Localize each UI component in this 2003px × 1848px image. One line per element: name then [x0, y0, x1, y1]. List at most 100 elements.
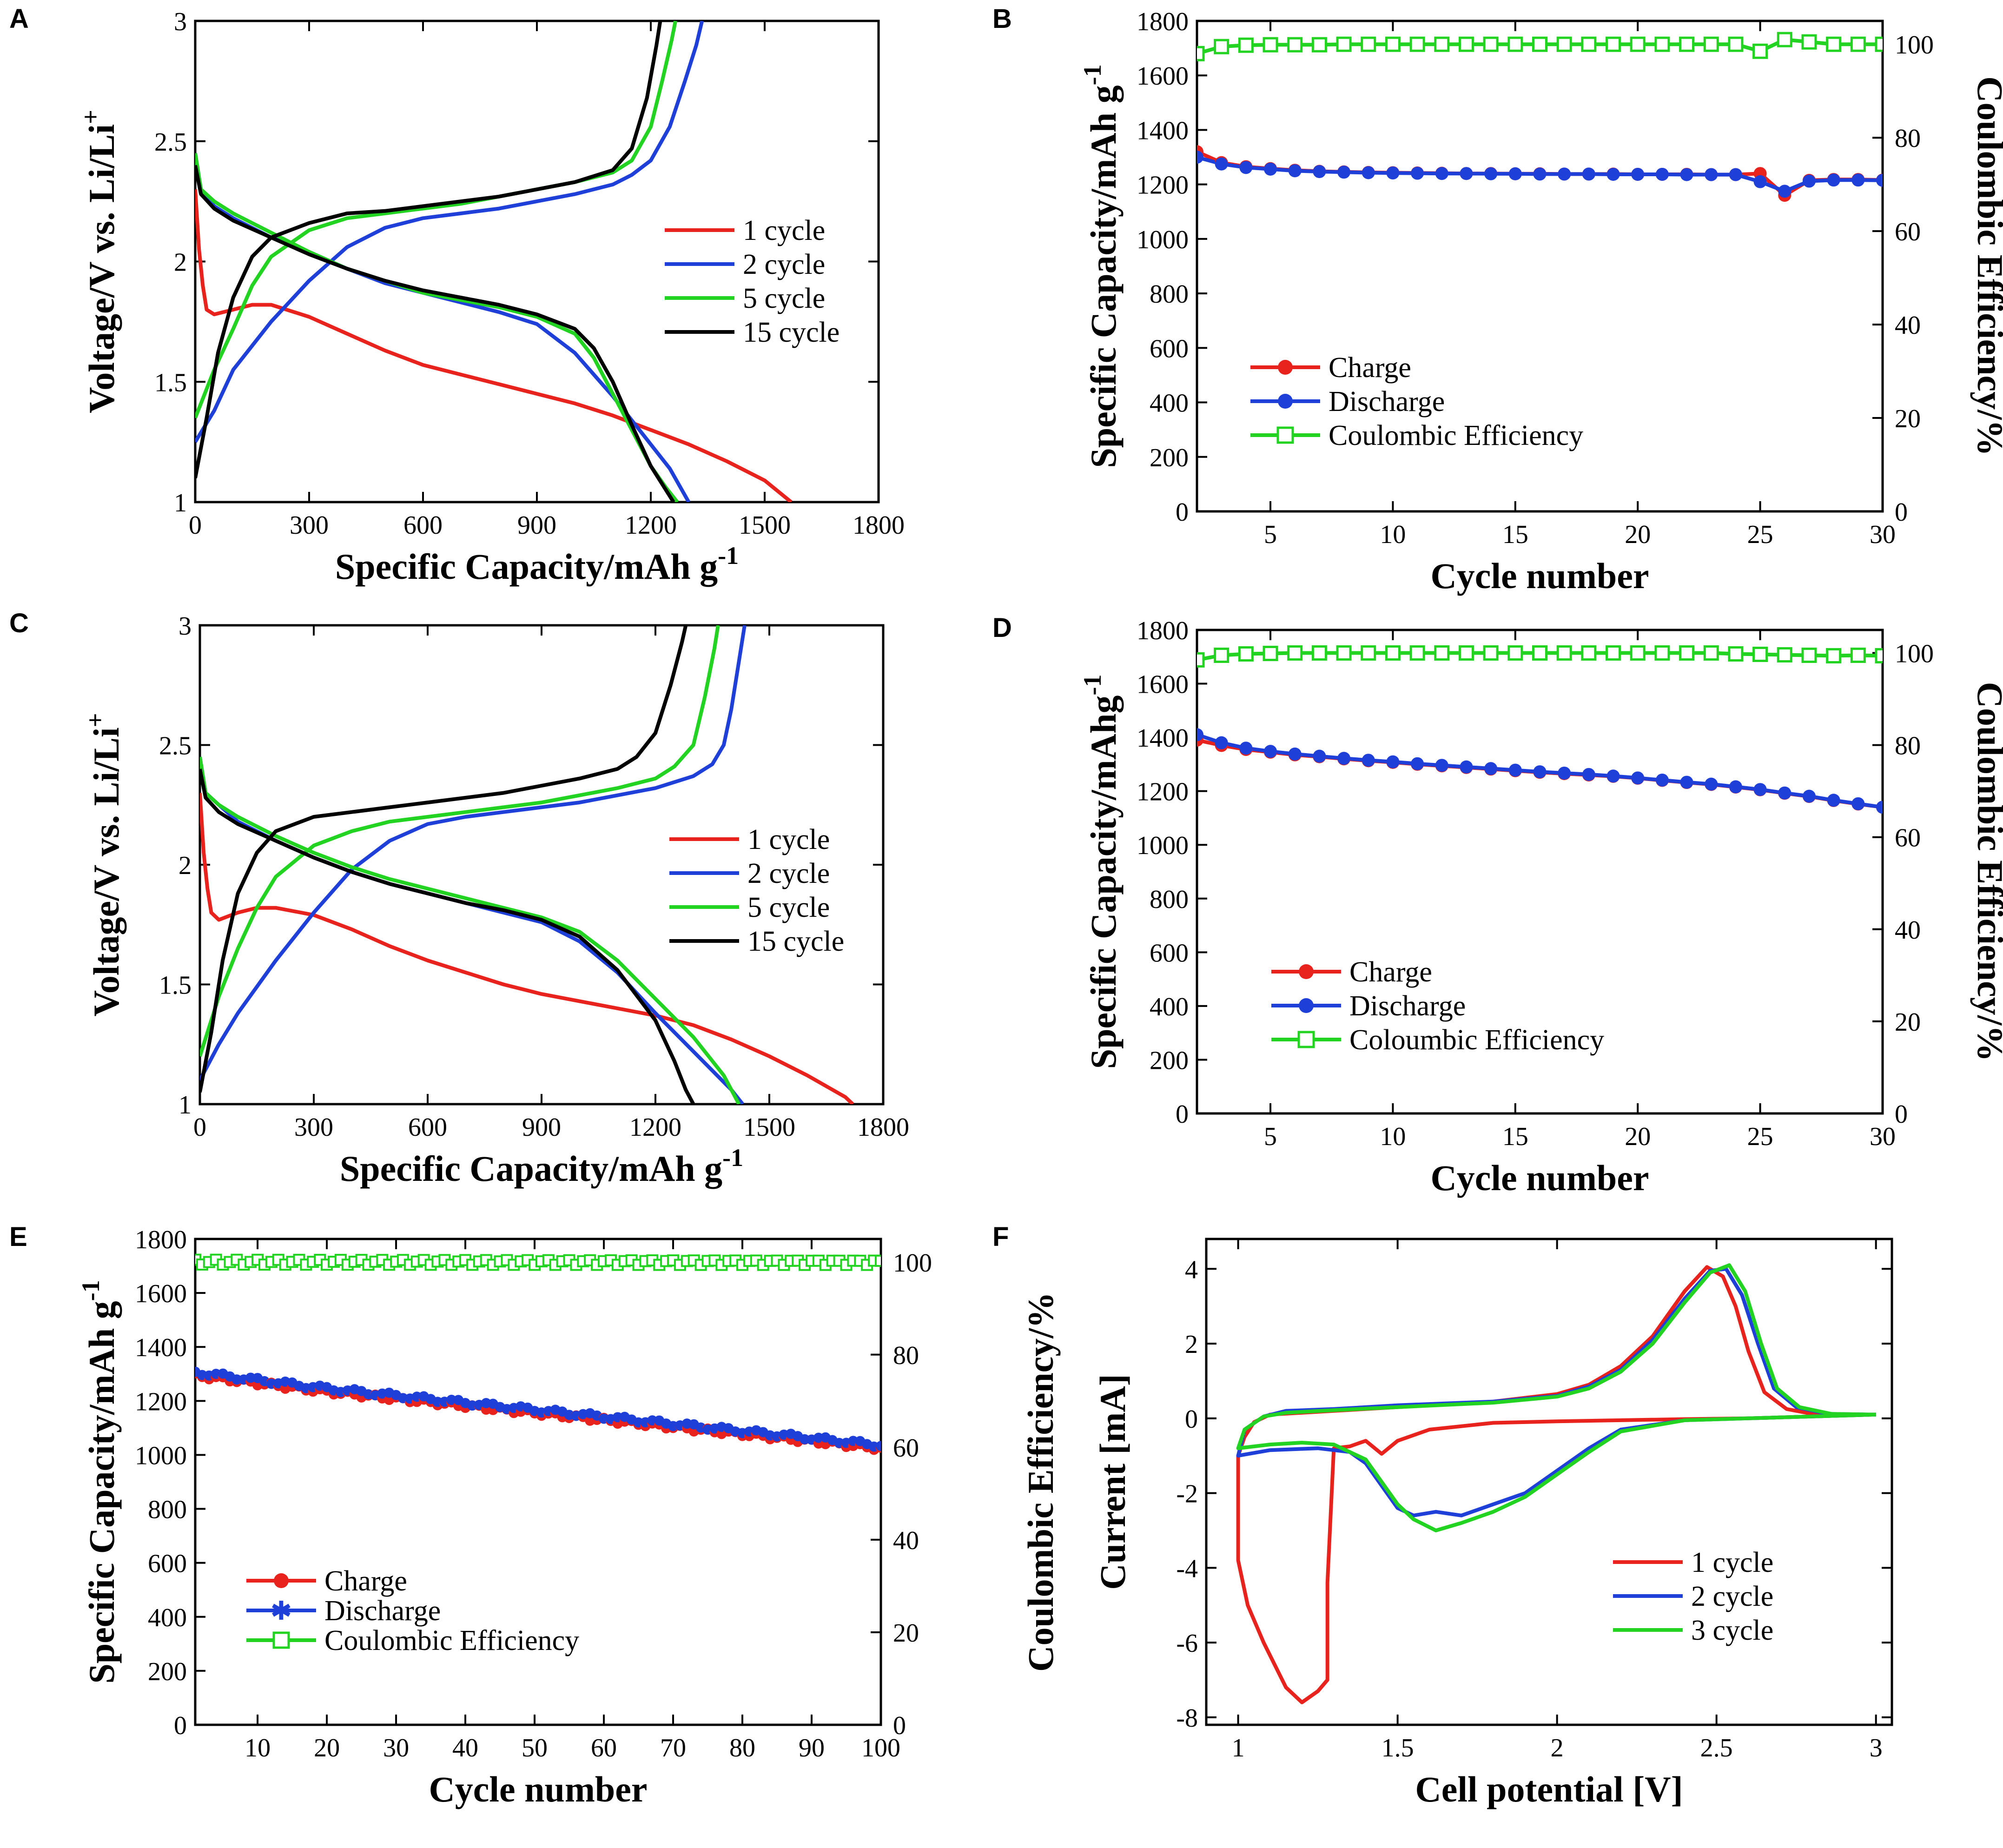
ce-point — [1287, 645, 1303, 661]
ce-point — [1311, 645, 1327, 661]
ce-point — [1483, 645, 1499, 661]
discharge-point — [1337, 752, 1351, 765]
discharge-point — [1851, 797, 1865, 810]
y-tick-label: 0 — [1176, 1100, 1189, 1129]
panel-f: F 1 1.5 2 2.5 3 -8 -6 -4 -2 0 2 4 Cell potential [V] C… — [992, 1222, 1893, 1809]
plot-area — [195, 1253, 881, 1455]
x-tick-label: 1500 — [739, 511, 791, 540]
series-15-cycle-discharge — [195, 165, 675, 502]
legend-marker — [1299, 964, 1314, 979]
y2-tick-label: 80 — [1895, 732, 1921, 761]
y-tick-label: 2.5 — [154, 128, 187, 157]
y-tick-label: 800 — [1150, 885, 1189, 914]
y-tick-label: 1000 — [1137, 225, 1189, 254]
y-tick-label: 400 — [1150, 993, 1189, 1021]
ce-point — [1483, 36, 1499, 52]
ce-point — [1336, 645, 1352, 661]
y-axis-outer-label: Coulombic Efficiency/% — [1020, 1292, 1061, 1672]
discharge-point — [1484, 762, 1498, 775]
x-tick-label: 0 — [189, 511, 202, 540]
y2-tick-label: 40 — [1895, 311, 1921, 340]
ce-point — [1263, 37, 1278, 53]
y-tick-label: 200 — [1150, 1046, 1189, 1075]
y-tick-label: -2 — [1176, 1480, 1198, 1509]
ce-point — [1850, 647, 1866, 663]
discharge-point — [1533, 765, 1547, 779]
y-tick-label: 3 — [174, 7, 187, 36]
discharge-point — [1582, 768, 1595, 781]
series-2-cycle-charge — [195, 21, 704, 443]
y-tick-label: 1 — [174, 489, 187, 517]
discharge-point — [1215, 157, 1228, 171]
legend-label: Discharge — [1349, 990, 1466, 1022]
legend-label: Coulombic Efficiency — [324, 1625, 579, 1656]
y2-axis-label: Coulombic Efficiency/% — [1970, 76, 2003, 456]
discharge-point — [1337, 166, 1351, 179]
panel-label: D — [992, 613, 1012, 643]
discharge-point — [1753, 783, 1767, 796]
discharge-point — [1729, 780, 1742, 794]
discharge-point — [1778, 185, 1791, 198]
discharge-point — [1288, 164, 1302, 178]
x-tick-label: 20 — [1625, 520, 1651, 549]
y-tick-label: 1600 — [1137, 670, 1189, 699]
x-tick-label: 600 — [408, 1113, 447, 1142]
discharge-point — [1435, 167, 1448, 180]
x-tick-label: 50 — [522, 1734, 548, 1762]
y-tick-label: 1800 — [1137, 7, 1189, 36]
plot-frame — [1205, 1238, 1893, 1726]
ce-point — [1728, 36, 1744, 52]
discharge-point — [1215, 736, 1228, 749]
panel-label: F — [992, 1222, 1009, 1252]
discharge-point — [1533, 167, 1547, 181]
discharge-point — [1827, 173, 1840, 187]
ce-point — [1361, 36, 1376, 52]
ce-point — [1777, 32, 1792, 47]
y-tick-label: 2 — [174, 248, 187, 277]
y-axis-label: Current [mA] — [1092, 1374, 1133, 1590]
ce-point — [1311, 37, 1327, 53]
y2-tick-label: 40 — [893, 1526, 919, 1555]
y-tick-label: 1800 — [1137, 616, 1189, 645]
x-tick-label: 1 — [1232, 1734, 1245, 1762]
series-15-cycle-discharge — [200, 768, 695, 1104]
x-axis-label: Specific Capacity/mAh g-1 — [335, 542, 739, 587]
y2-tick-label: 40 — [1895, 916, 1921, 945]
y2-tick-label: 0 — [1895, 1100, 1908, 1129]
y-tick-label: 2.5 — [159, 732, 192, 761]
discharge-point — [1435, 759, 1448, 772]
series-1-cycle — [1236, 1265, 1876, 1704]
x-tick-label: 300 — [294, 1113, 333, 1142]
discharge-point — [1197, 728, 1203, 742]
x-tick-label: 1800 — [853, 511, 905, 540]
ce-point — [1801, 647, 1817, 663]
y2-tick-label: 100 — [1895, 31, 1934, 60]
discharge-point — [1705, 777, 1718, 791]
series-5-cycle-charge — [195, 21, 678, 419]
legend-label: 1 cycle — [747, 824, 830, 855]
x-tick-label: 0 — [193, 1113, 206, 1142]
x-tick-label: 2 — [1551, 1734, 1564, 1762]
y2-tick-label: 20 — [893, 1619, 919, 1648]
y-tick-label: 1 — [178, 1091, 192, 1119]
y-axis-label: Voltage/V vs. Li/Li+ — [77, 110, 122, 413]
ce-point — [1630, 645, 1646, 661]
series-5-cycle-discharge — [195, 152, 679, 502]
panel-b: B5 10 15 20 25 300200400600800100012001400160… — [992, 4, 2003, 596]
legend-label: 15 cycle — [743, 317, 840, 348]
legend-label: 3 cycle — [1691, 1615, 1773, 1646]
y2-tick-label: 60 — [1895, 824, 1921, 853]
ce-point — [1826, 36, 1842, 52]
ce-point — [1581, 36, 1597, 52]
plot-area — [1197, 32, 1883, 202]
discharge-point — [1197, 151, 1203, 164]
y2-tick-label: 60 — [893, 1434, 919, 1463]
ce-point — [1263, 646, 1278, 662]
y2-tick-label: 100 — [893, 1249, 932, 1278]
discharge-point — [1362, 754, 1375, 767]
ce-point — [1703, 645, 1719, 661]
legend-label: Charge — [1329, 352, 1411, 384]
